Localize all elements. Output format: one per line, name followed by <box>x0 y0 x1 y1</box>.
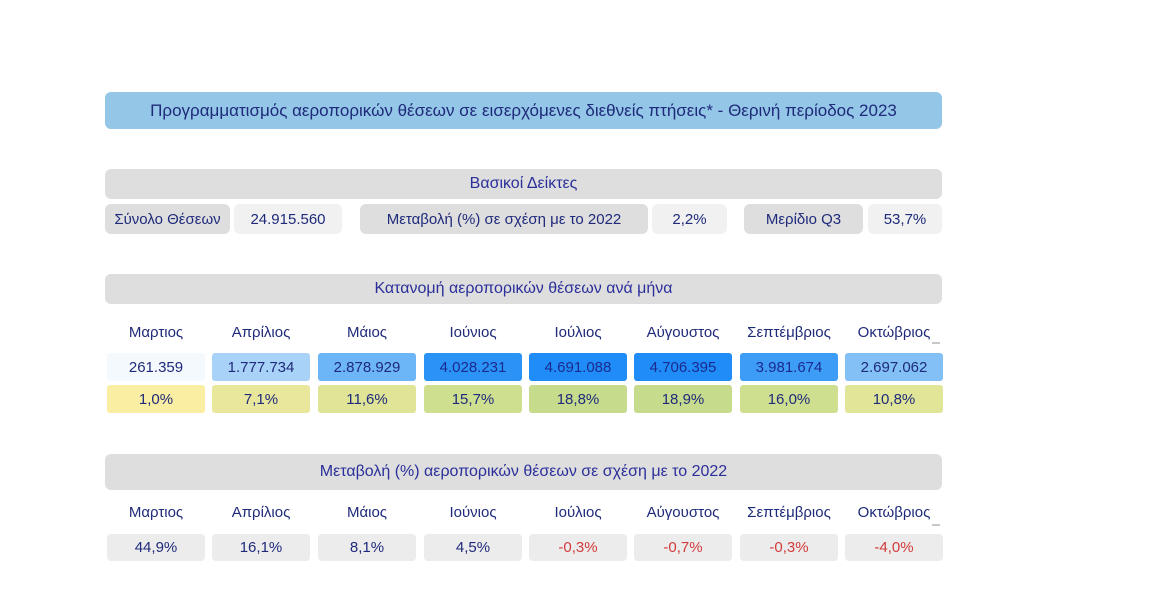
distribution-month-label: Οκτώβριος <box>857 323 931 341</box>
distribution-section-heading: Κατανομή αεροπορικών θέσεων ανά μήνα <box>105 274 942 304</box>
page-title: Προγραμματισμός αεροπορικών θέσεων σε ει… <box>105 92 942 129</box>
yoy-month-label: Μάιος <box>346 503 388 521</box>
monthly-seats-cell: 1.777.734 <box>212 353 310 381</box>
monthly-seats-cell: 4.028.231 <box>424 353 522 381</box>
change-vs-2022-value: 2,2% <box>652 204 727 234</box>
monthly-seats-cell: 4.691.088 <box>529 353 627 381</box>
monthly-share-cell: 11,6% <box>318 385 416 413</box>
yoy-month-label: Μαρτιος <box>128 503 184 521</box>
yoy-change-cell: 44,9% <box>107 534 205 561</box>
yoy-section-heading: Μεταβολή (%) αεροπορικών θέσεων σε σχέση… <box>105 454 942 490</box>
yoy-month-label: Σεπτέμβριος <box>747 503 831 521</box>
yoy-change-cell: 16,1% <box>212 534 310 561</box>
monthly-seats-cell: 3.981.674 <box>740 353 838 381</box>
yoy-change-cell: -0,7% <box>634 534 732 561</box>
monthly-seats-cell: 261.359 <box>107 353 205 381</box>
distribution-month-label: Σεπτέμβριος <box>747 323 831 341</box>
yoy-month-label: Ιούνιος <box>449 503 497 521</box>
monthly-seats-cell: 2.697.062 <box>845 353 943 381</box>
monthly-share-cell: 18,8% <box>529 385 627 413</box>
distribution-month-label: Μάιος <box>346 323 388 341</box>
monthly-share-cell: 7,1% <box>212 385 310 413</box>
yoy-change-cell: 4,5% <box>424 534 522 561</box>
total-seats-label: Σύνολο Θέσεων <box>105 204 230 234</box>
yoy-month-label: Απρίλιος <box>231 503 291 521</box>
monthly-share-cell: 18,9% <box>634 385 732 413</box>
yoy-change-cell: -0,3% <box>529 534 627 561</box>
kpi-section-heading: Βασικοί Δείκτες <box>105 169 942 199</box>
yoy-change-cell: 8,1% <box>318 534 416 561</box>
monthly-share-cell: 1,0% <box>107 385 205 413</box>
distribution-month-label: Αύγουστος <box>646 323 720 341</box>
monthly-seats-cell: 4.706.395 <box>634 353 732 381</box>
yoy-change-cell: -0,3% <box>740 534 838 561</box>
change-vs-2022-label: Μεταβολή (%) σε σχέση με το 2022 <box>360 204 648 234</box>
distribution-month-label: Ιούλιος <box>554 323 602 341</box>
monthly-share-cell: 15,7% <box>424 385 522 413</box>
distribution-month-label: Ιούνιος <box>449 323 497 341</box>
share-q3-label: Μερίδιο Q3 <box>744 204 863 234</box>
yoy-month-label: Αύγουστος <box>646 503 720 521</box>
monthly-share-cell: 16,0% <box>740 385 838 413</box>
distribution-month-label: Μαρτιος <box>128 323 184 341</box>
distribution-month-label: Απρίλιος <box>231 323 291 341</box>
scroll-marker <box>932 342 940 344</box>
monthly-seats-cell: 2.878.929 <box>318 353 416 381</box>
share-q3-value: 53,7% <box>868 204 942 234</box>
total-seats-value: 24.915.560 <box>234 204 342 234</box>
yoy-change-cell: -4,0% <box>845 534 943 561</box>
yoy-month-label: Ιούλιος <box>554 503 602 521</box>
monthly-share-cell: 10,8% <box>845 385 943 413</box>
yoy-month-label: Οκτώβριος <box>857 503 931 521</box>
scroll-marker <box>932 524 940 526</box>
